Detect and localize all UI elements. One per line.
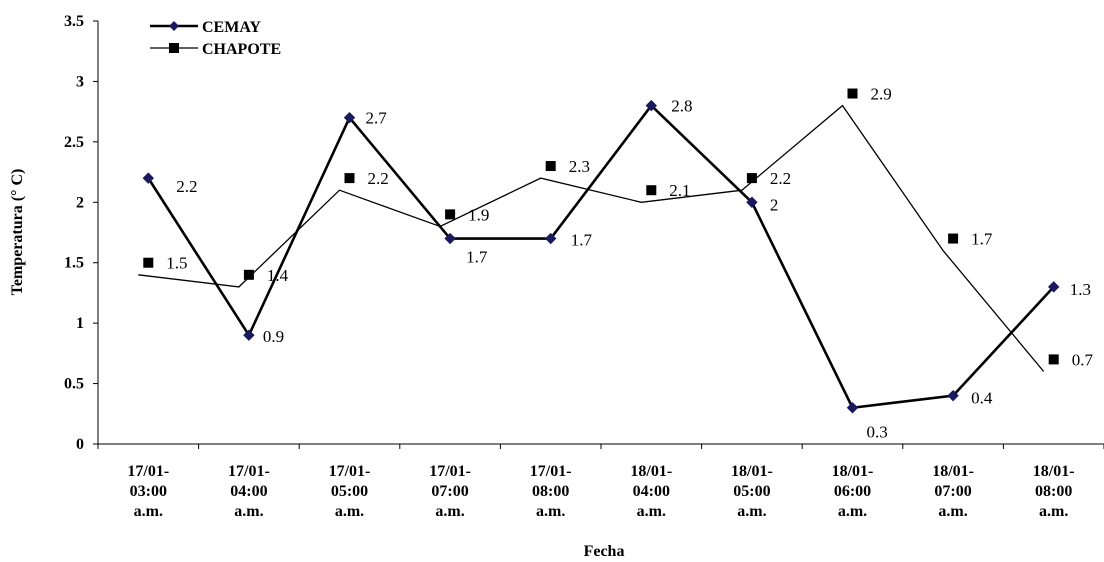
legend: CEMAY CHAPOTE — [150, 19, 281, 58]
cemay-data-label: 0.9 — [263, 327, 284, 346]
chapote-point — [1048, 354, 1059, 365]
cemay-point — [645, 99, 658, 112]
x-tick-label: 17/01-03:00 a.m. — [127, 463, 169, 520]
legend-label-cemay: CEMAY — [202, 19, 261, 36]
chapote-data-label: 1.9 — [468, 205, 489, 224]
chapote-data-label: 2.9 — [871, 85, 892, 104]
cemay-data-label: 2 — [770, 195, 779, 214]
cemay-data-label: 2.8 — [671, 97, 692, 116]
cemay-point — [343, 111, 356, 124]
x-tick-label: 18/01-08:00 a.m. — [1033, 463, 1075, 520]
axes — [97, 21, 1104, 445]
chapote-point — [948, 233, 959, 244]
chapote-point — [445, 209, 456, 220]
x-axis-title: Fecha — [584, 543, 625, 560]
cemay-data-label: 2.2 — [176, 177, 197, 196]
cemay-data-label: 0.4 — [971, 389, 993, 408]
legend-swatch-chapote-marker — [169, 43, 179, 53]
x-axis-ticks: 17/01-03:00 a.m. 17/01-04:00 a.m. 17/01-05:0… — [97, 444, 1104, 520]
x-tick-label: 18/01-07:00 a.m. — [932, 463, 974, 520]
chapote-point — [746, 173, 757, 184]
x-tick-label: 18/01-05:00 a.m. — [731, 463, 773, 520]
chapote-point — [143, 257, 154, 268]
cemay-data-label: 1.7 — [466, 248, 488, 267]
cemay-point — [444, 232, 456, 245]
cemay-point — [947, 389, 959, 402]
cemay-point — [243, 329, 255, 341]
x-tick-label: 17/01-07:00 a.m. — [429, 463, 471, 520]
chapote-data-label: 1.7 — [971, 230, 993, 249]
cemay-point — [1047, 281, 1060, 293]
chapote-data-label: 1.5 — [166, 254, 187, 273]
chapote-data-label: 2.2 — [770, 169, 791, 188]
chapote-data-label: 2.1 — [669, 181, 690, 200]
chapote-point — [344, 173, 355, 184]
series-line-cemay — [147, 103, 1055, 410]
series-line-chapote — [138, 104, 1045, 372]
series-lines — [138, 103, 1055, 410]
cemay-data-label: 1.3 — [1070, 280, 1091, 299]
chapote-data-label: 2.2 — [368, 169, 389, 188]
y-tick-label: 0.5 — [64, 376, 84, 393]
y-tick-label: 1.5 — [64, 255, 84, 272]
chapote-point — [847, 88, 858, 99]
cemay-point — [544, 232, 557, 245]
cemay-point — [846, 402, 859, 414]
data-labels: 2.2 0.9 2.7 1.7 1.7 2.8 2 0.3 0.4 1.3 1.5 1.4 2.2 1.9… — [166, 85, 1093, 442]
y-tick-label: 1 — [76, 315, 84, 332]
y-tick-label: 2.5 — [64, 134, 84, 151]
x-tick-label: 17/01-05:00 a.m. — [329, 463, 371, 520]
y-axis-ticks: 0 0.5 1 1.5 2 2.5 3 3.5 — [64, 13, 98, 453]
chapote-data-label: 0.7 — [1072, 350, 1094, 369]
legend-swatch-cemay-marker — [169, 21, 179, 31]
cemay-data-label: 2.7 — [366, 109, 388, 128]
y-tick-label: 0 — [76, 436, 84, 453]
chapote-data-label: 2.3 — [569, 157, 590, 176]
chapote-data-label: 1.4 — [267, 266, 289, 285]
legend-label-chapote: CHAPOTE — [202, 41, 281, 58]
series-markers — [142, 88, 1060, 414]
chapote-point — [646, 185, 657, 196]
y-tick-label: 3.5 — [64, 13, 84, 30]
x-tick-label: 17/01-08:00 a.m. — [530, 463, 572, 520]
y-tick-label: 2 — [76, 194, 84, 211]
chapote-point — [545, 161, 556, 172]
y-tick-label: 3 — [76, 73, 84, 90]
cemay-data-label: 0.3 — [867, 423, 888, 442]
x-tick-label: 18/01-04:00 a.m. — [630, 463, 672, 520]
chapote-point — [243, 269, 254, 280]
cemay-point — [746, 196, 758, 208]
x-tick-label: 17/01-04:00 a.m. — [228, 463, 270, 520]
x-tick-label: 18/01-06:00 a.m. — [832, 463, 874, 520]
cemay-data-label: 1.7 — [571, 231, 593, 250]
cemay-point — [142, 172, 155, 184]
y-axis-title: Temperatura (° C) — [9, 169, 26, 296]
